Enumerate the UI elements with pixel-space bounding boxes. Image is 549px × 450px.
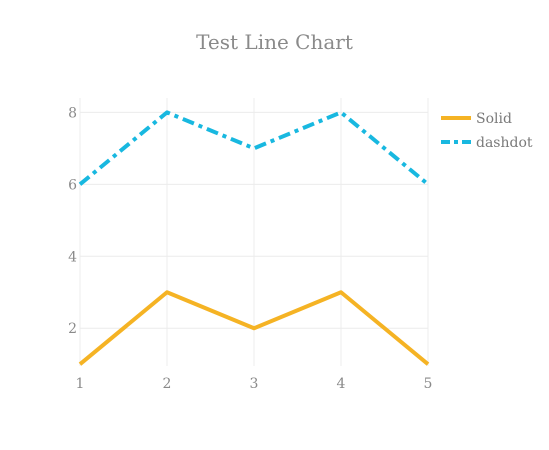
y-tick-label-3: 8: [68, 105, 77, 121]
legend-item-1[interactable]: dashdot: [441, 135, 533, 151]
y-tick-label-2: 6: [68, 177, 77, 193]
series-layer: [76, 108, 432, 368]
legend-label-1: dashdot: [476, 135, 533, 151]
legend-label-0: Solid: [476, 111, 512, 127]
y-tick-label-1: 4: [68, 249, 77, 265]
chart-title: Test Line Chart: [196, 30, 353, 54]
series-0-point-3[interactable]: [337, 288, 345, 296]
x-tick-label-2: 3: [250, 376, 259, 392]
y-tick-label-0: 2: [68, 321, 77, 337]
x-tick-label-1: 2: [163, 376, 172, 392]
series-0-point-0[interactable]: [76, 360, 84, 368]
series-1-point-4[interactable]: [424, 180, 432, 188]
series-0-point-2[interactable]: [250, 324, 258, 332]
x-tick-label-3: 4: [337, 376, 346, 392]
legend-item-0[interactable]: Solid: [441, 111, 512, 127]
series-line-0: [78, 290, 430, 366]
series-1-point-3[interactable]: [337, 108, 345, 116]
series-line-1: [78, 110, 430, 186]
legend[interactable]: Solid dashdot: [441, 111, 533, 151]
x-tick-label-0: 1: [76, 376, 85, 392]
x-tick-label-4: 5: [424, 376, 433, 392]
series-1-point-2[interactable]: [250, 144, 258, 152]
axis-layer: 1 2 3 4 5 2 4 6 8: [68, 105, 432, 392]
series-0-point-1[interactable]: [163, 288, 171, 296]
series-0-point-4[interactable]: [424, 360, 432, 368]
series-1-point-1[interactable]: [163, 108, 171, 116]
series-1-point-0[interactable]: [76, 180, 84, 188]
